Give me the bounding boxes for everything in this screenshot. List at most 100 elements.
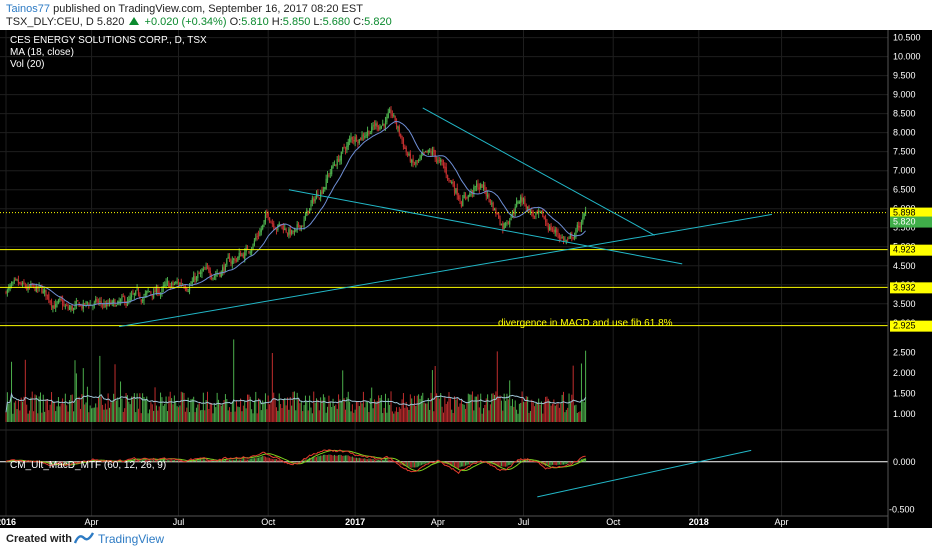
volume-bar bbox=[484, 404, 486, 422]
candle-body bbox=[429, 150, 431, 152]
macd-histogram-bar bbox=[498, 461, 500, 467]
candle-body bbox=[220, 271, 222, 278]
macd-histogram-bar bbox=[287, 461, 289, 463]
time-tick-label: Apr bbox=[775, 517, 789, 527]
volume-bar bbox=[546, 396, 548, 422]
volume-bar bbox=[521, 391, 523, 422]
volume-bar bbox=[136, 393, 138, 422]
candle-body bbox=[488, 194, 490, 198]
macd-histogram-bar bbox=[333, 454, 335, 462]
candle-body bbox=[314, 198, 316, 202]
volume-bar bbox=[400, 408, 402, 422]
time-tick-label: Jul bbox=[173, 517, 185, 527]
volume-bar bbox=[488, 410, 490, 422]
volume-bar bbox=[339, 399, 341, 422]
candle-body bbox=[256, 236, 258, 238]
macd-histogram-bar bbox=[470, 461, 472, 464]
macd-histogram-bar bbox=[310, 458, 312, 462]
candle-body bbox=[59, 298, 61, 300]
macd-histogram-bar bbox=[109, 461, 110, 462]
volume-bar bbox=[579, 411, 581, 422]
candle-body bbox=[115, 305, 117, 307]
macd-histogram-bar bbox=[224, 459, 226, 462]
macd-histogram-bar bbox=[578, 460, 580, 462]
volume-bar bbox=[149, 409, 151, 422]
volume-bar bbox=[498, 396, 500, 422]
candle-body bbox=[402, 139, 405, 148]
candle-body bbox=[561, 237, 563, 239]
volume-bar bbox=[318, 410, 320, 422]
volume-bar bbox=[143, 397, 145, 422]
macd-histogram-bar bbox=[466, 461, 468, 466]
macd-histogram-bar bbox=[324, 454, 326, 462]
candle-body bbox=[321, 190, 323, 193]
macd-histogram-bar bbox=[525, 460, 527, 462]
macd-histogram-bar bbox=[296, 461, 298, 464]
macd-histogram-bar bbox=[57, 461, 59, 463]
volume-bar bbox=[350, 411, 352, 422]
symbol-label: TSX_DLY:CEU, D bbox=[6, 16, 94, 28]
ma-line bbox=[29, 120, 586, 307]
macd-histogram-bar bbox=[303, 459, 305, 462]
candle-body bbox=[456, 188, 458, 196]
candle-body bbox=[172, 282, 174, 284]
volume-bar bbox=[495, 391, 497, 422]
volume-bar bbox=[364, 407, 366, 422]
macd-histogram-bar bbox=[51, 461, 53, 465]
candle-body bbox=[206, 265, 209, 267]
price-chart[interactable]: 3.0003.5004.0004.5005.0005.5006.0006.500… bbox=[0, 30, 932, 528]
candle-body bbox=[413, 163, 416, 165]
candle-body bbox=[216, 273, 218, 275]
volume-bar bbox=[378, 395, 380, 422]
volume-bar bbox=[178, 407, 179, 422]
candle-body bbox=[491, 203, 493, 205]
volume-bar bbox=[332, 398, 334, 422]
macd-histogram-bar bbox=[325, 455, 327, 462]
volume-bar bbox=[575, 404, 577, 422]
tradingview-brand[interactable]: TradingView bbox=[98, 532, 165, 546]
volume-bar bbox=[252, 413, 254, 422]
macd-histogram-bar bbox=[244, 459, 246, 462]
volume-bar bbox=[390, 391, 392, 422]
volume-bar bbox=[418, 394, 420, 422]
candle-body bbox=[351, 137, 353, 140]
candle-body bbox=[533, 215, 536, 217]
macd-histogram-bar bbox=[503, 461, 505, 467]
candle-body bbox=[469, 194, 471, 196]
volume-bar bbox=[466, 402, 468, 422]
volume-bar bbox=[451, 409, 453, 422]
candle-body bbox=[375, 123, 377, 126]
macd-histogram-bar bbox=[385, 458, 386, 462]
candle-body bbox=[5, 292, 7, 294]
volume-bar bbox=[396, 407, 398, 422]
macd-histogram-bar bbox=[164, 459, 166, 462]
volume-bar bbox=[419, 398, 421, 422]
volume-bar bbox=[492, 393, 494, 422]
volume-bar bbox=[215, 407, 217, 422]
candle-body bbox=[387, 112, 389, 118]
macd-histogram-bar bbox=[553, 461, 555, 465]
volume-bar bbox=[9, 400, 11, 422]
author-link[interactable]: Tainos77 bbox=[6, 3, 51, 15]
macd-histogram-bar bbox=[160, 459, 162, 462]
macd-histogram-bar bbox=[13, 460, 15, 462]
candle-body bbox=[492, 202, 494, 211]
legend-title: CES ENERGY SOLUTIONS CORP., D, TSX bbox=[10, 35, 207, 46]
volume-bar bbox=[362, 391, 364, 422]
time-tick-label: 2016 bbox=[0, 517, 16, 527]
volume-bar bbox=[81, 394, 83, 422]
macd-histogram-bar bbox=[70, 461, 72, 464]
candle-body bbox=[435, 159, 438, 162]
volume-bar bbox=[572, 365, 574, 422]
candle-body bbox=[124, 296, 126, 303]
volume-bar bbox=[55, 411, 57, 422]
candle-body bbox=[462, 199, 464, 207]
macd-histogram-bar bbox=[362, 458, 364, 462]
macd-histogram-bar bbox=[106, 460, 108, 462]
volume-bar bbox=[270, 400, 272, 422]
macd-histogram-bar bbox=[204, 459, 206, 462]
volume-bar bbox=[158, 406, 160, 422]
volume-bar bbox=[74, 360, 76, 422]
macd-histogram-bar bbox=[212, 460, 214, 462]
candle-body bbox=[234, 259, 236, 262]
